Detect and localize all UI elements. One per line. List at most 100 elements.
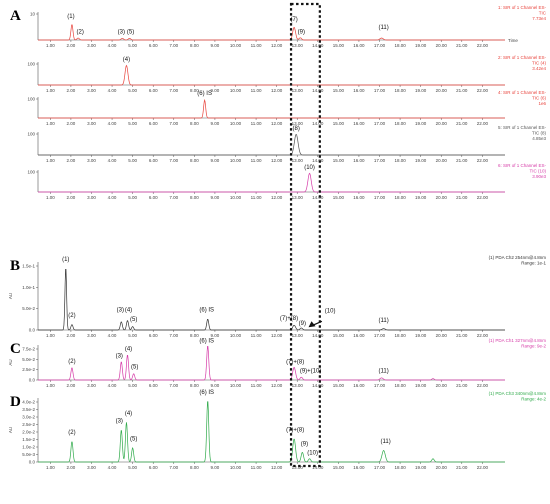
x-tick-label: 17.00 bbox=[374, 195, 386, 200]
x-tick-label: 2.00 bbox=[67, 88, 76, 93]
x-tick-label: 17.00 bbox=[374, 333, 386, 338]
peak-label: (7)+(8) bbox=[286, 360, 304, 366]
x-tick-label: 1.00 bbox=[46, 465, 55, 470]
x-tick-label: 6.00 bbox=[149, 158, 158, 163]
x-tick-label: 15.00 bbox=[333, 465, 345, 470]
x-tick-label: 8.00 bbox=[190, 43, 199, 48]
peak-label: (4) bbox=[125, 411, 132, 417]
x-tick-label: 7.00 bbox=[169, 333, 178, 338]
x-tick-label: 16.00 bbox=[353, 88, 365, 93]
y-tick-label: 100 bbox=[27, 97, 35, 102]
y-tick-label: 5.0e-2 bbox=[22, 306, 35, 311]
y-tick-label: 2.5e-2 bbox=[22, 422, 35, 427]
x-tick-label: 4.00 bbox=[108, 383, 117, 388]
x-tick-label: 9.00 bbox=[211, 43, 220, 48]
trace-info-line: 4: SIR of 1 Channel ES- bbox=[498, 90, 547, 95]
peak-label: (1) bbox=[67, 14, 74, 20]
x-tick-label: 3.00 bbox=[87, 383, 96, 388]
x-tick-label: 12.00 bbox=[271, 195, 283, 200]
x-tick-label: 16.00 bbox=[353, 158, 365, 163]
trace-info-line: 5: SIR of 1 Channel ES- bbox=[498, 125, 547, 130]
panel-ms-4: 100 1.00 2.00 3.00 4.00 5.00 6.00 7.00 8.00 9.00 1… bbox=[27, 163, 546, 200]
x-tick-label: 14.00 bbox=[312, 43, 324, 48]
x-tick-label: 5.00 bbox=[128, 195, 137, 200]
x-tick-label: 7.00 bbox=[169, 195, 178, 200]
peak-label: (10) bbox=[304, 165, 315, 171]
peak-label: (5) bbox=[130, 317, 137, 323]
x-tick-label: 1.00 bbox=[46, 383, 55, 388]
x-tick-label: 21.00 bbox=[456, 383, 468, 388]
peak-label: (10) bbox=[307, 451, 318, 457]
x-tick-label: 6.00 bbox=[149, 465, 158, 470]
x-tick-label: 22.00 bbox=[477, 121, 489, 126]
y-tick-label: 100 bbox=[27, 62, 35, 67]
x-tick-label: 12.00 bbox=[271, 88, 283, 93]
x-tick-label: 4.00 bbox=[108, 195, 117, 200]
panel-label: B bbox=[10, 258, 20, 274]
x-tick-label: 17.00 bbox=[374, 43, 386, 48]
y-tick-label: 1.5e-2 bbox=[22, 437, 35, 442]
x-tick-label: 9.00 bbox=[211, 333, 220, 338]
x-tick-label: 16.00 bbox=[353, 195, 365, 200]
x-tick-label: 11.00 bbox=[251, 121, 262, 126]
panel-c: C 7.5e-2 5.0e-2 2.5e-2 0.0 AU 1.00 2.00 3.00 4.00… bbox=[8, 338, 546, 388]
x-tick-label: 14.00 bbox=[312, 333, 324, 338]
x-tick-label: 17.00 bbox=[374, 121, 386, 126]
x-tick-label: 18.00 bbox=[394, 43, 406, 48]
x-tick-label: 15.00 bbox=[333, 383, 345, 388]
x-tick-label: 5.00 bbox=[128, 333, 137, 338]
x-tick-label: 21.00 bbox=[456, 121, 468, 126]
peak-label: (8) bbox=[293, 126, 300, 132]
x-tick-label: 18.00 bbox=[394, 333, 406, 338]
x-tick-label: 21.00 bbox=[456, 333, 468, 338]
x-tick-label: 1.00 bbox=[46, 121, 55, 126]
panel-ms-1: 100 1.00 2.00 3.00 4.00 5.00 6.00 7.00 8.00 9.00 1… bbox=[27, 55, 546, 93]
x-tick-label: 7.00 bbox=[169, 43, 178, 48]
peak-label: (3) bbox=[116, 353, 123, 359]
chromatogram-trace bbox=[38, 401, 505, 463]
x-tick-label: 13.00 bbox=[292, 383, 304, 388]
x-tick-label: 18.00 bbox=[394, 383, 406, 388]
peak-label: (3) bbox=[117, 307, 124, 313]
x-tick-label: 13.00 bbox=[292, 88, 304, 93]
trace-info-line: 1: SIR of 1 Channel ES- bbox=[498, 5, 547, 10]
panel-label: A bbox=[10, 8, 21, 24]
x-tick-label: 22.00 bbox=[477, 465, 489, 470]
chromatogram-trace bbox=[38, 24, 505, 41]
x-tick-label: 19.00 bbox=[415, 88, 427, 93]
peak-label: (9)+(10) bbox=[300, 369, 322, 375]
x-tick-label: 10.00 bbox=[230, 333, 242, 338]
y-tick-label: 3.5e-2 bbox=[22, 407, 35, 412]
x-tick-label: 21.00 bbox=[456, 158, 468, 163]
x-tick-label: 12.00 bbox=[271, 383, 283, 388]
trace-info-line: (1) PDA Ch1 327nm@4.8nm bbox=[489, 338, 547, 343]
x-tick-label: 9.00 bbox=[211, 195, 220, 200]
chromatogram-trace bbox=[38, 172, 505, 193]
x-tick-label: 8.00 bbox=[190, 333, 199, 338]
x-tick-label: 2.00 bbox=[67, 465, 76, 470]
x-tick-label: 20.00 bbox=[436, 383, 448, 388]
x-tick-label: 13.00 bbox=[292, 333, 304, 338]
x-axis-suffix: Time bbox=[508, 38, 518, 43]
y-tick-label: 3.0e-2 bbox=[22, 415, 35, 420]
trace-info-line: 3.90e3 bbox=[532, 174, 546, 179]
chromatogram-trace bbox=[38, 346, 505, 381]
peak-label: (2) bbox=[68, 430, 75, 436]
x-tick-label: 12.00 bbox=[271, 43, 283, 48]
x-tick-label: 3.00 bbox=[87, 158, 96, 163]
peak-label: (6) IS bbox=[199, 338, 214, 344]
trace-info-line: (1) PDA Ch3 340nm@4.8nm bbox=[489, 391, 547, 396]
x-tick-label: 2.00 bbox=[67, 158, 76, 163]
x-tick-label: 21.00 bbox=[456, 43, 468, 48]
x-tick-label: 22.00 bbox=[477, 333, 489, 338]
x-tick-label: 4.00 bbox=[108, 465, 117, 470]
x-tick-label: 14.00 bbox=[312, 158, 324, 163]
peak-label: (4) bbox=[125, 346, 132, 352]
x-tick-label: 6.00 bbox=[149, 195, 158, 200]
x-tick-label: 4.00 bbox=[108, 88, 117, 93]
panel-b: B 1.5e-1 1.0e-1 5.0e-2 0.0 AU 1.00 2.00 3.00 4.00… bbox=[8, 255, 546, 338]
x-tick-label: 8.00 bbox=[190, 158, 199, 163]
panel-ms-2: 100 1.00 2.00 3.00 4.00 5.00 6.00 7.00 8.00 9.00 1… bbox=[27, 90, 546, 126]
peak-label: (2) bbox=[77, 29, 84, 35]
y-tick-label: 100 bbox=[27, 132, 35, 137]
